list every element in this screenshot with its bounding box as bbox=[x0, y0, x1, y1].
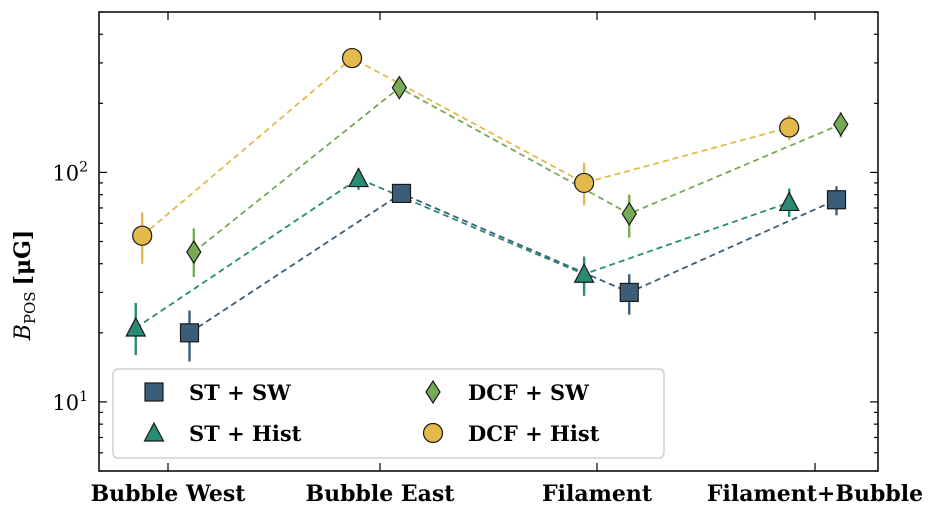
data-point-circle bbox=[779, 117, 800, 138]
data-point-square bbox=[179, 323, 200, 343]
x-category-label: Bubble East bbox=[306, 481, 456, 507]
x-category-label: Filament+Bubble bbox=[707, 481, 923, 507]
data-point-square bbox=[619, 282, 639, 303]
data-point-circle bbox=[573, 172, 595, 194]
data-point-diamond bbox=[186, 239, 202, 265]
legend: ST + SW ST + Hist DCF + SW DCF + Hist bbox=[112, 368, 665, 459]
data-point-triangle bbox=[778, 191, 800, 212]
data-point-circle bbox=[341, 47, 363, 69]
series-line bbox=[141, 56, 790, 237]
svg-text:BPOS[μG]: BPOS [μG] bbox=[10, 230, 39, 342]
data-point-triangle bbox=[125, 316, 147, 337]
legend-box bbox=[112, 368, 665, 459]
data-point-diamond bbox=[621, 201, 637, 226]
y-axis-label-main: B bbox=[11, 324, 36, 341]
legend-marker-circle bbox=[422, 422, 444, 444]
error-bars-group bbox=[134, 53, 842, 362]
data-point-diamond bbox=[391, 75, 408, 100]
data-point-square bbox=[391, 183, 412, 204]
series-line bbox=[193, 86, 842, 253]
legend-label: DCF + SW bbox=[468, 380, 589, 405]
data-point-triangle bbox=[348, 167, 369, 188]
legend-label: DCF + Hist bbox=[468, 421, 600, 446]
y-tick-label: 102 bbox=[52, 159, 88, 185]
legend-marker-triangle bbox=[143, 421, 165, 442]
data-point-diamond bbox=[833, 112, 849, 137]
tick-labels-group: 101 102 Bubble West Bubble East Filament Fila… bbox=[52, 11, 923, 507]
y-axis-label-sub: POS bbox=[21, 291, 39, 324]
data-point-triangle bbox=[573, 262, 595, 283]
legend-marker-square bbox=[144, 382, 164, 402]
markers-group bbox=[125, 47, 849, 343]
legend-marker-diamond bbox=[425, 379, 441, 405]
y-axis-label-unit: [μG] bbox=[10, 230, 36, 286]
series-lines-group bbox=[135, 56, 842, 334]
y-axis-label: BPOS [μG] bbox=[10, 230, 39, 342]
series-line bbox=[135, 177, 790, 329]
y-tick-label: 101 bbox=[52, 389, 88, 415]
x-category-label: Bubble West bbox=[91, 481, 247, 507]
series-line bbox=[189, 192, 837, 334]
data-point-circle bbox=[132, 225, 153, 246]
legend-label: ST + SW bbox=[189, 380, 291, 405]
data-point-square bbox=[826, 190, 847, 210]
legend-label: ST + Hist bbox=[189, 421, 302, 446]
x-category-label: Filament bbox=[542, 481, 653, 507]
